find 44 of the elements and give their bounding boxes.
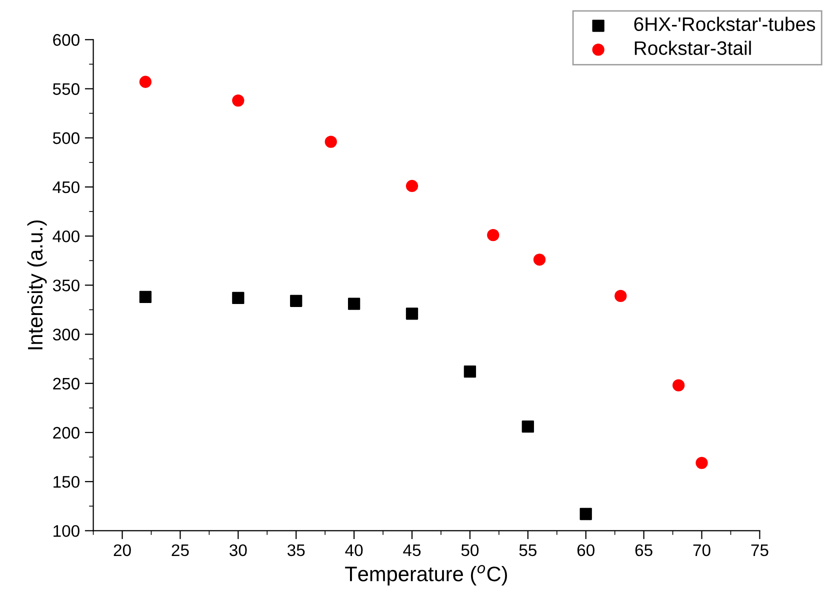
point [139, 290, 152, 304]
x-tick-label: 75 [751, 544, 768, 556]
x-tick-label: 55 [519, 544, 536, 556]
x-tick-label: 65 [635, 544, 652, 556]
x-tick-label: 45 [403, 544, 421, 556]
point [696, 456, 708, 470]
point [580, 508, 592, 520]
y-tick-label: 550 [52, 83, 80, 95]
y-tick-label: 500 [52, 132, 80, 144]
x-tick-label: 30 [230, 544, 247, 556]
point [464, 366, 476, 378]
y-tick-label: 600 [53, 34, 80, 46]
x-tick-label: 35 [287, 544, 305, 556]
y-tick-label: 100 [54, 525, 80, 537]
legend-label: 6HX-'Rockstar'-tubes [634, 16, 816, 32]
x-tick-label: 50 [461, 544, 479, 556]
point [324, 136, 337, 148]
y-axis-title: Intensity (a.u.) [27, 220, 47, 350]
point [487, 229, 500, 242]
y-tick-label: 300 [52, 328, 80, 340]
x-tick-label: 25 [172, 544, 189, 556]
x-tick-label: 70 [693, 544, 710, 556]
x-tick-label: 20 [114, 544, 131, 556]
x-tick-label: 60 [577, 544, 594, 556]
point [232, 94, 244, 107]
y-tick-label: 250 [53, 378, 80, 390]
legend-label: Rockstar-3tail [634, 40, 751, 56]
point [232, 292, 244, 304]
x-tick-label: 40 [345, 544, 363, 556]
point [614, 290, 627, 302]
y-tick-label: 150 [54, 476, 80, 488]
point [533, 254, 546, 266]
point [348, 298, 360, 310]
point [522, 420, 534, 433]
x-axis-title: Temperature ($^{o}$C) [345, 564, 507, 586]
point [139, 76, 152, 88]
point [290, 294, 302, 307]
point [406, 180, 418, 192]
point [672, 379, 685, 392]
y-tick-label: 350 [52, 280, 80, 292]
y-tick-label: 450 [52, 181, 80, 194]
point [406, 308, 418, 320]
y-tick-label: 200 [53, 426, 80, 439]
y-tick-label: 400 [52, 230, 80, 242]
